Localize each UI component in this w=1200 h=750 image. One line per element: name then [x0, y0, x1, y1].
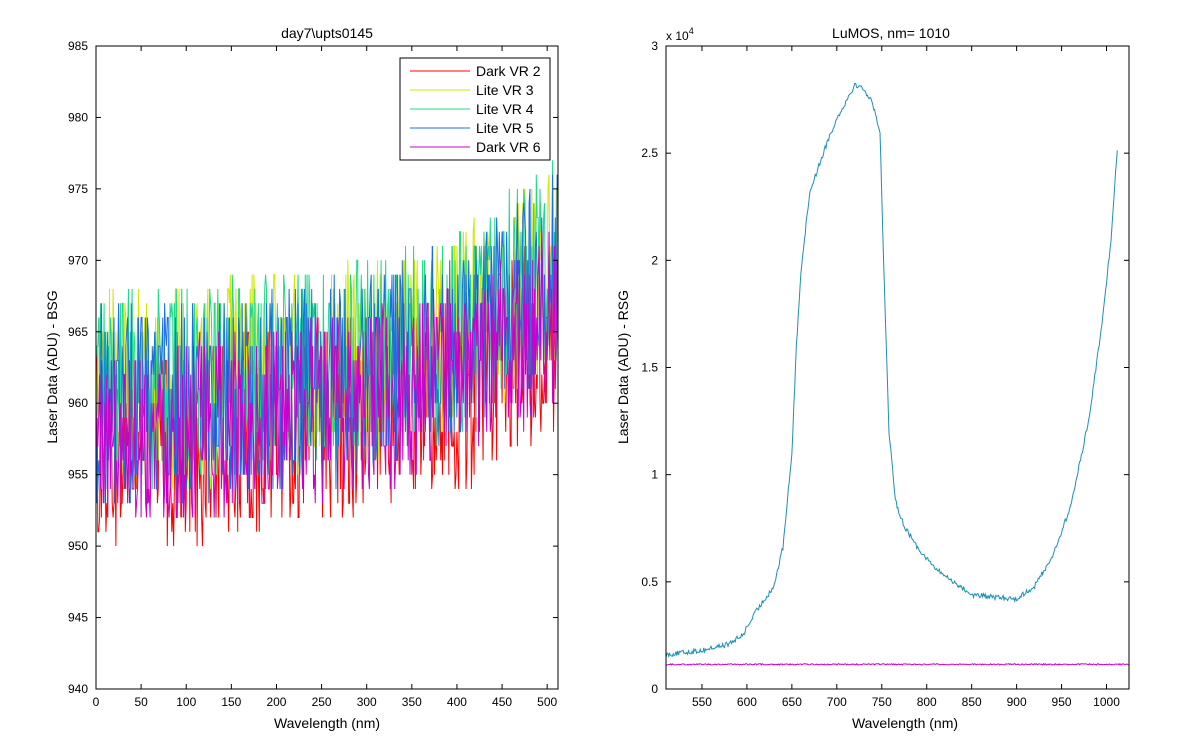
left-chart-title: day7\upts0145: [281, 25, 373, 41]
left-y-tick-label: 960: [68, 396, 88, 410]
left-x-tick-label: 250: [312, 695, 332, 709]
right-x-tick-label: 850: [962, 695, 982, 709]
left-chart-panel: day7\upts0145 0 50 100 150 200 250 300 350 400 45…: [44, 25, 559, 731]
left-x-axis-label: Wavelength (nm): [274, 715, 380, 731]
right-x-tick-label: 950: [1052, 695, 1072, 709]
right-y-tick-label: 0.5: [641, 575, 658, 589]
left-x-tick-label: 400: [447, 695, 467, 709]
legend-label-dark-vr-2: Dark VR 2: [476, 63, 541, 79]
right-y-tick-label: 3: [651, 39, 658, 53]
left-y-tick-label: 940: [68, 682, 88, 696]
right-x-axis-label: Wavelength (nm): [852, 715, 958, 731]
left-x-tick-label: 300: [357, 695, 377, 709]
legend-entry: Lite VR 5: [410, 120, 534, 136]
left-plot-frame: [95, 45, 559, 690]
right-y-axis-label: Laser Data (ADU) - RSG: [615, 290, 631, 444]
left-y-tick-label: 955: [68, 468, 88, 482]
right-y-tick-label: 1: [651, 468, 658, 482]
right-chart-panel: LuMOS, nm= 1010 550 600 650 700 750 800 850 900…: [615, 25, 1130, 731]
left-x-tick-label: 350: [402, 695, 422, 709]
left-x-tick-label: 150: [221, 695, 241, 709]
left-series-line-5: [95, 231, 559, 518]
right-x-tick-label: 1000: [1093, 695, 1120, 709]
left-y-tick-label: 950: [68, 539, 88, 553]
right-x-tick-label: 800: [917, 695, 937, 709]
left-x-tick-label: 0: [93, 695, 100, 709]
legend-entry: Lite VR 4: [410, 101, 534, 117]
left-series-lines: [95, 160, 559, 547]
left-y-tick-label: 945: [68, 611, 88, 625]
left-y-tick-label: 975: [68, 182, 88, 196]
left-x-tick-label: 100: [176, 695, 196, 709]
left-x-tick-label: 450: [492, 695, 512, 709]
left-x-tick-label: 50: [134, 695, 148, 709]
left-y-tick-label: 965: [68, 325, 88, 339]
right-x-tick-label: 600: [737, 695, 757, 709]
right-axis-ticks: 550 600 650 700 750 800 850 900 950 1000 0 0.5 1 1.5 2…: [641, 39, 1129, 709]
left-axis-ticks: 0 50 100 150 200 250 300 350 400 450 500 940 945 950 9…: [68, 39, 558, 709]
legend-label-lite-vr-5: Lite VR 5: [476, 120, 534, 136]
right-series-line-2: [665, 662, 1130, 666]
left-x-tick-label: 200: [266, 695, 286, 709]
right-y-exponent-label: x 104: [666, 26, 694, 43]
right-series-lines: [665, 82, 1130, 666]
right-x-tick-label: 650: [782, 695, 802, 709]
legend-label-dark-vr-6: Dark VR 6: [476, 139, 541, 155]
right-x-tick-label: 700: [827, 695, 847, 709]
right-y-tick-label: 0: [651, 682, 658, 696]
left-y-tick-label: 970: [68, 253, 88, 267]
right-x-tick-label: 750: [872, 695, 892, 709]
left-x-tick-label: 500: [537, 695, 557, 709]
right-x-tick-label: 900: [1007, 695, 1027, 709]
legend-entry: Lite VR 3: [410, 82, 534, 98]
legend-entry: Dark VR 6: [410, 139, 541, 155]
legend-label-lite-vr-4: Lite VR 4: [476, 101, 534, 117]
right-y-tick-label: 2: [651, 253, 658, 267]
right-y-tick-label: 2.5: [641, 146, 658, 160]
right-plot-frame: [665, 45, 1130, 690]
left-y-axis-label: Laser Data (ADU) - BSG: [44, 290, 60, 443]
left-y-tick-label: 985: [68, 39, 88, 53]
left-y-tick-label: 980: [68, 110, 88, 124]
legend: Dark VR 2 Lite VR 3 Lite VR 4 Lite VR 5 …: [399, 57, 551, 161]
right-y-tick-label: 1.5: [641, 361, 658, 375]
right-series-line-1: [665, 82, 1118, 659]
legend-label-lite-vr-3: Lite VR 3: [476, 82, 534, 98]
right-chart-title: LuMOS, nm= 1010: [832, 25, 950, 41]
legend-entry: Dark VR 2: [410, 63, 541, 79]
right-x-tick-label: 550: [692, 695, 712, 709]
